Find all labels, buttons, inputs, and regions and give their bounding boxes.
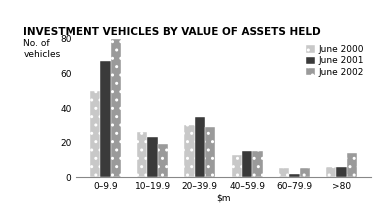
Bar (252, 151, 263, 177)
Text: INVESTMENT VEHICLES BY VALUE OF ASSETS HELD: INVESTMENT VEHICLES BY VALUE OF ASSETS H… (23, 27, 321, 37)
Bar (184, 125, 195, 177)
Bar (137, 132, 147, 177)
Bar (347, 153, 357, 177)
Bar (337, 167, 347, 177)
Bar (195, 117, 205, 177)
Bar (110, 39, 121, 177)
Bar (299, 168, 310, 177)
Bar (90, 91, 100, 177)
Bar (326, 167, 337, 177)
Bar (289, 174, 299, 177)
Text: No. of
vehicles: No. of vehicles (23, 39, 61, 59)
Legend: June 2000, June 2001, June 2002: June 2000, June 2001, June 2002 (304, 43, 366, 79)
Bar (231, 155, 242, 177)
X-axis label: $m: $m (216, 194, 231, 203)
Bar (279, 168, 289, 177)
Bar (100, 61, 110, 177)
Bar (242, 151, 252, 177)
Bar (158, 144, 168, 177)
Bar (147, 137, 158, 177)
Bar (205, 127, 215, 177)
